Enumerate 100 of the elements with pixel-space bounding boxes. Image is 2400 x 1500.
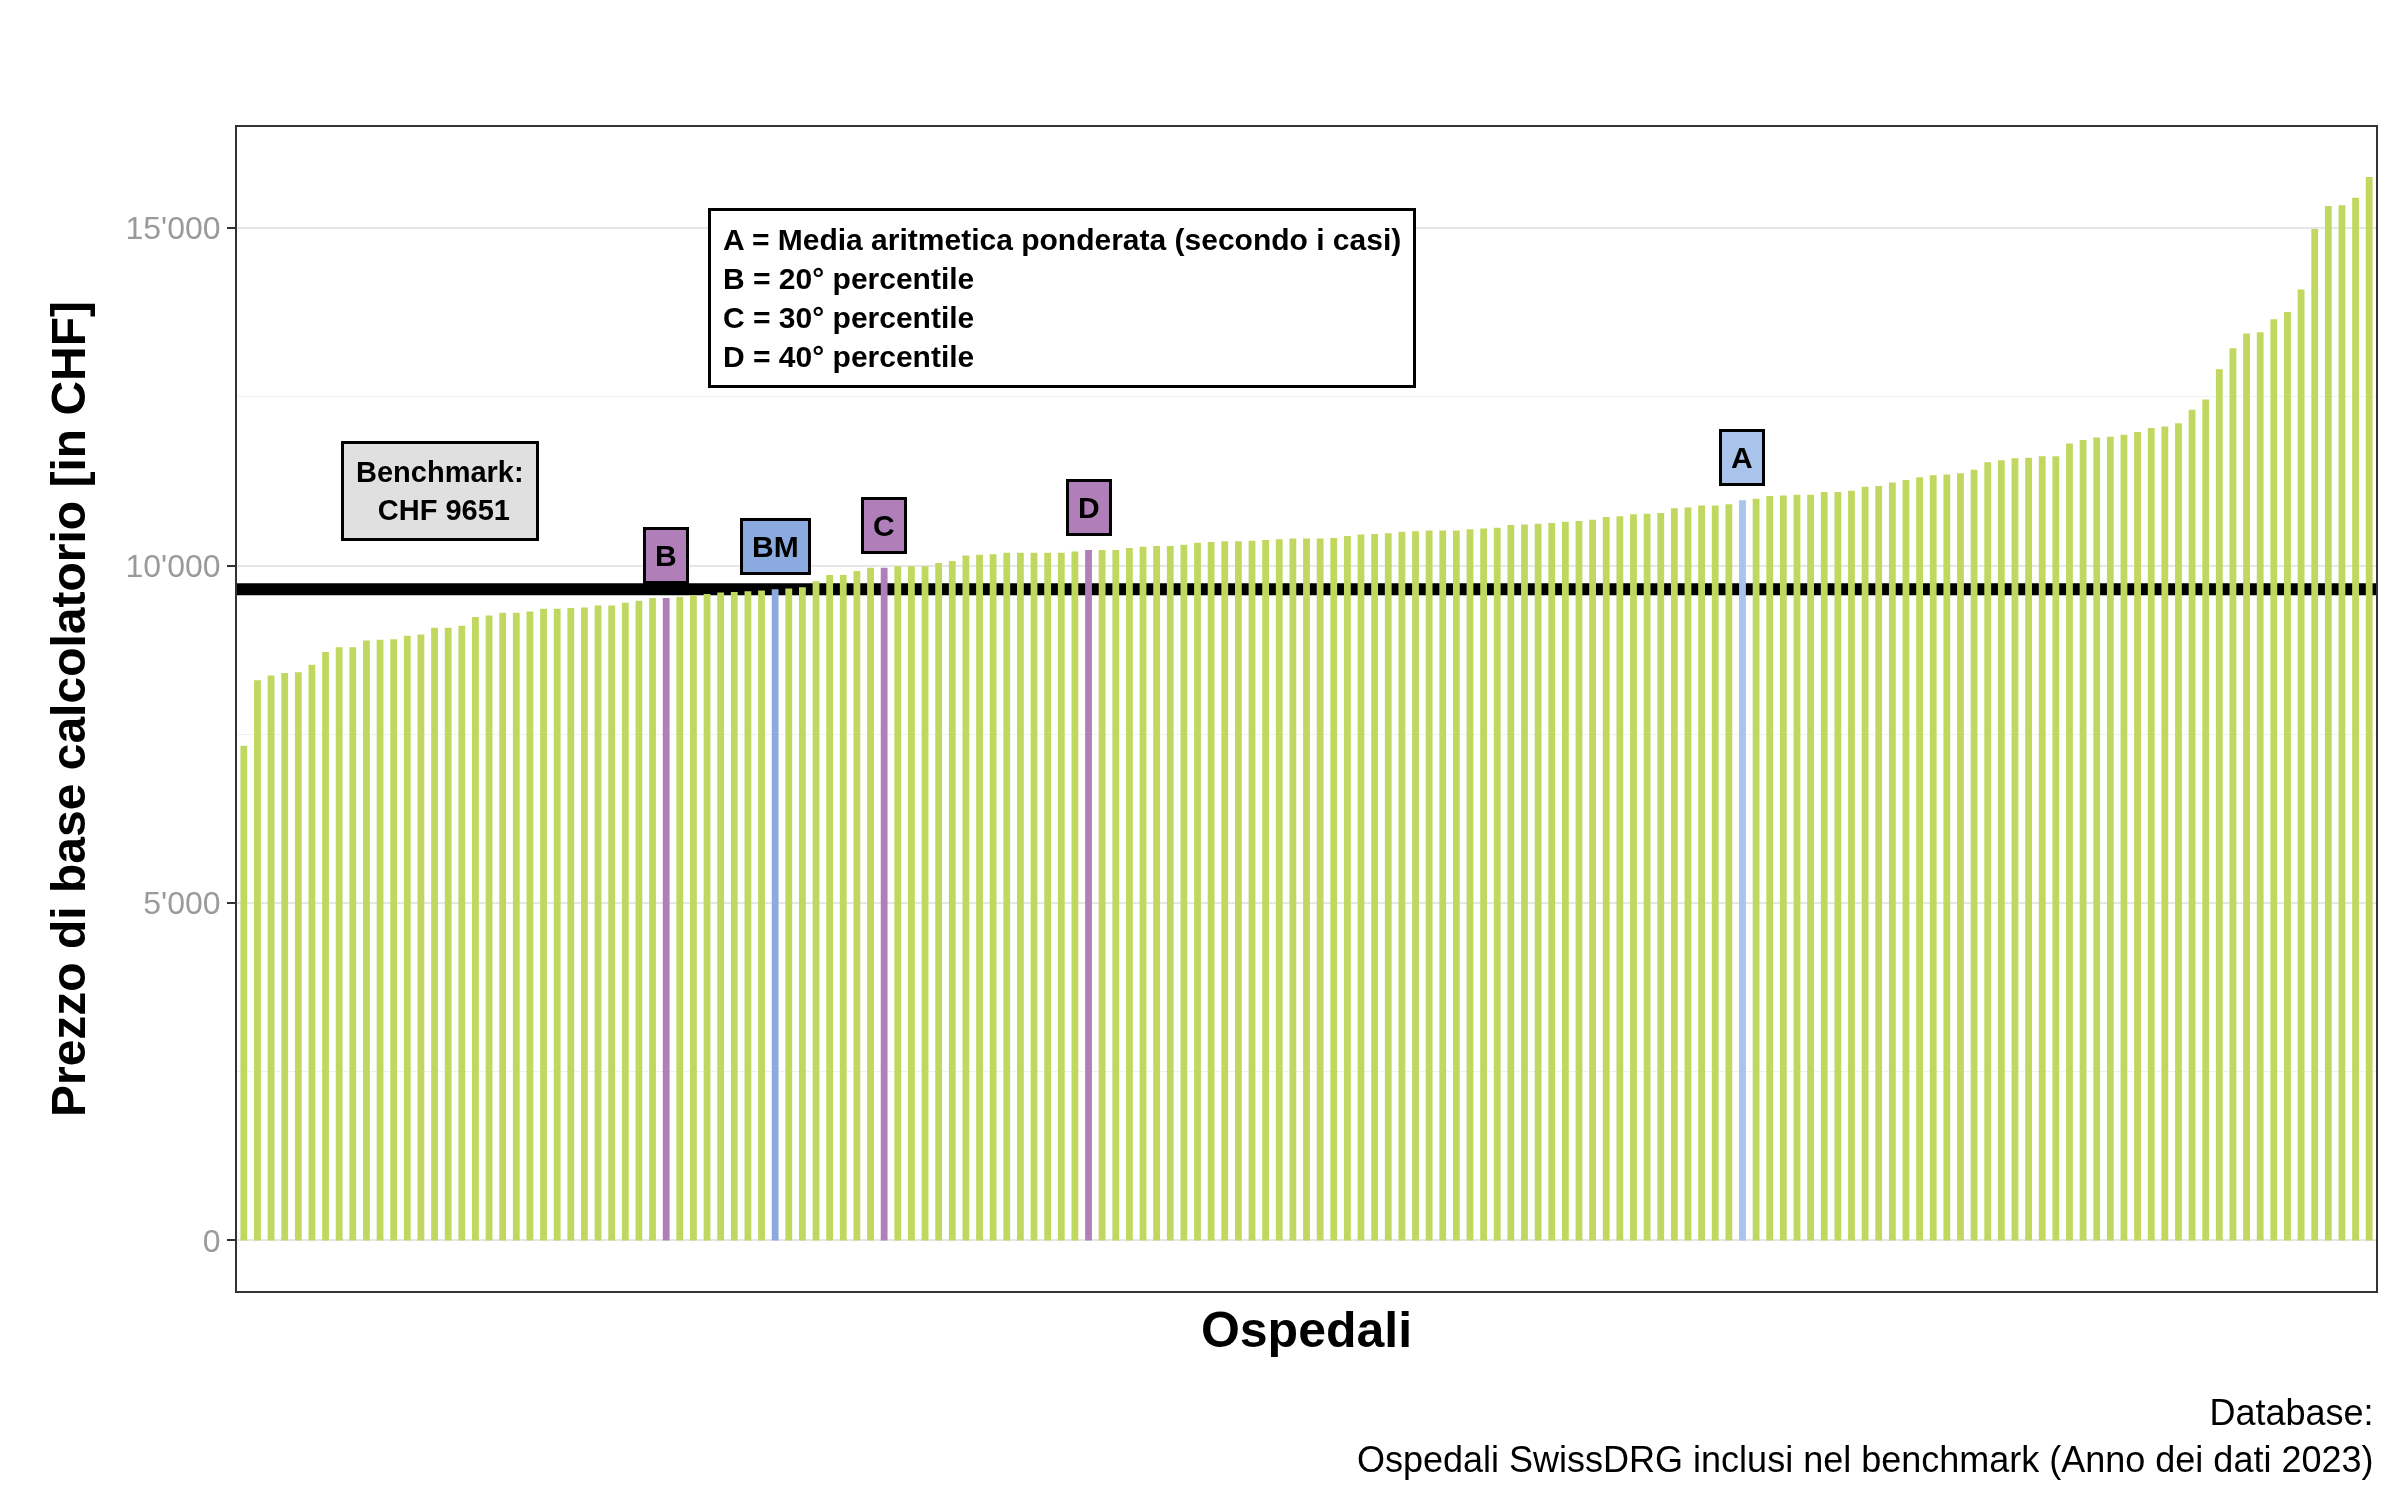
- bar: [1207, 541, 1215, 1241]
- bar: [826, 575, 834, 1241]
- bar: [1003, 552, 1011, 1241]
- bar: [1602, 517, 1610, 1241]
- bar: [1057, 552, 1065, 1241]
- bar: [1630, 514, 1637, 1241]
- bar: [1916, 477, 1923, 1241]
- bar: [1534, 523, 1542, 1241]
- bar: [1739, 500, 1746, 1241]
- bar: [240, 745, 248, 1241]
- bar: [2052, 456, 2060, 1241]
- bar: [1725, 504, 1733, 1241]
- bar: [867, 567, 874, 1241]
- bar: [2025, 457, 2032, 1241]
- bar: [880, 567, 888, 1241]
- bar: [1071, 551, 1079, 1241]
- bar: [935, 562, 943, 1241]
- bar: [254, 680, 261, 1241]
- bar: [1316, 538, 1324, 1241]
- bar: [1480, 528, 1488, 1241]
- bar: [1561, 521, 1569, 1241]
- bar: [1589, 519, 1597, 1241]
- bar: [1343, 535, 1351, 1241]
- bar: [1452, 530, 1460, 1241]
- annotation: A = Media aritmetica ponderata (secondo i casi) B = 20° percentile C = 30° percentile D = 40° percentile: [723, 223, 1402, 373]
- bar: [649, 598, 656, 1241]
- bar: [1766, 496, 1774, 1241]
- bar: [1275, 539, 1283, 1241]
- bar: [1112, 550, 1120, 1241]
- bar: [1085, 550, 1092, 1241]
- bar: [608, 605, 616, 1241]
- bar: [621, 602, 629, 1241]
- bar: [839, 575, 847, 1241]
- bar: [1221, 541, 1229, 1241]
- bar: [1861, 486, 1869, 1241]
- bar: [2243, 333, 2250, 1241]
- bar: [444, 627, 452, 1241]
- bar: [1820, 492, 1828, 1241]
- bar: [2324, 205, 2332, 1241]
- bar: [948, 560, 956, 1241]
- bar: [1330, 537, 1338, 1241]
- bar: [1670, 508, 1678, 1241]
- bar: [1943, 474, 1951, 1241]
- bar: [1303, 538, 1310, 1241]
- bar: [581, 607, 588, 1241]
- bar: [758, 590, 765, 1241]
- bar: [1848, 490, 1855, 1241]
- bar: [1997, 460, 2005, 1241]
- bar: [1779, 495, 1787, 1241]
- bar: [1098, 550, 1106, 1241]
- data-label: BM: [752, 530, 799, 563]
- y-tick-label: 5'000: [143, 885, 221, 922]
- bar: [2106, 436, 2114, 1241]
- bar: [472, 616, 479, 1241]
- bar: [2365, 176, 2373, 1241]
- bar: [2256, 332, 2264, 1241]
- bar: [2202, 399, 2210, 1241]
- ref-line-label: Benchmark: CHF 9651: [356, 456, 524, 526]
- bar: [1044, 552, 1052, 1241]
- bar: [1521, 524, 1528, 1241]
- bar: [962, 555, 970, 1241]
- bar: [907, 566, 915, 1241]
- bar: [553, 608, 561, 1241]
- bar: [1507, 525, 1515, 1241]
- x-axis-title: Ospedali: [1200, 1302, 1413, 1358]
- bar: [294, 672, 302, 1241]
- bar: [2352, 197, 2359, 1241]
- bar: [717, 592, 725, 1241]
- bar: [1166, 546, 1174, 1241]
- bar: [1493, 527, 1501, 1241]
- bar: [1984, 462, 1992, 1241]
- bar: [1125, 548, 1133, 1241]
- bar: [976, 554, 983, 1241]
- bar: [499, 612, 507, 1241]
- bar: [1384, 533, 1392, 1241]
- bar: [1929, 475, 1937, 1241]
- bar: [1875, 485, 1883, 1241]
- bar: [1957, 473, 1964, 1241]
- bar: [1439, 530, 1447, 1241]
- y-tick-label: 15'000: [125, 210, 221, 247]
- bar: [281, 672, 289, 1241]
- data-label: D: [1078, 491, 1100, 524]
- bar: [1412, 531, 1419, 1241]
- bar: [799, 587, 806, 1241]
- bar: [1425, 530, 1433, 1241]
- data-label: C: [873, 509, 895, 542]
- data-label: B: [655, 539, 677, 572]
- bar: [730, 591, 738, 1241]
- bar: [771, 589, 779, 1241]
- bar: [662, 598, 670, 1241]
- bar: [1016, 552, 1024, 1241]
- bar: [1657, 512, 1665, 1241]
- bar: [989, 554, 997, 1241]
- bar: [390, 639, 398, 1241]
- bar: [431, 627, 438, 1241]
- bar: [1752, 498, 1760, 1241]
- bar: [1289, 538, 1297, 1241]
- y-tick-label: 10'000: [125, 547, 221, 584]
- bar: [403, 635, 411, 1241]
- bar: [2311, 228, 2319, 1241]
